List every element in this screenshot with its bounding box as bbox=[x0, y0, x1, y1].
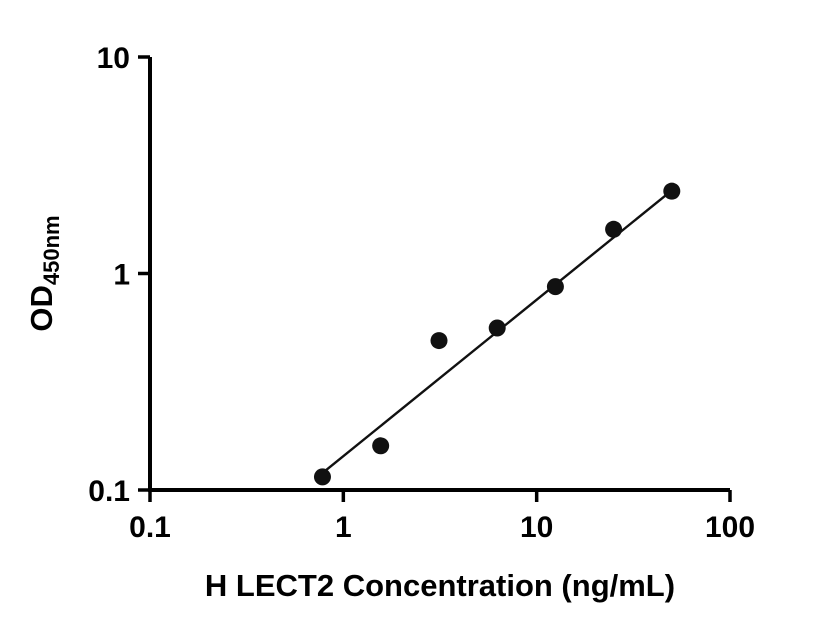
data-point bbox=[605, 220, 623, 238]
data-point bbox=[546, 278, 564, 296]
y-axis-title: OD450nm bbox=[24, 215, 64, 331]
y-tick-label: 10 bbox=[97, 42, 130, 75]
data-point bbox=[313, 468, 331, 486]
axes-frame bbox=[148, 57, 730, 492]
data-point bbox=[430, 332, 448, 350]
y-tick-label: 0.1 bbox=[88, 475, 130, 508]
x-axis-title: H LECT2 Concentration (ng/mL) bbox=[205, 568, 675, 603]
x-tick-label: 0.1 bbox=[129, 511, 171, 544]
data-point bbox=[488, 319, 506, 337]
y-tick-label: 1 bbox=[113, 259, 130, 292]
x-tick-label: 1 bbox=[335, 511, 352, 544]
x-tick-label: 10 bbox=[520, 511, 553, 544]
x-tick-label: 100 bbox=[705, 511, 755, 544]
data-point bbox=[663, 182, 681, 200]
data-point bbox=[372, 437, 390, 455]
